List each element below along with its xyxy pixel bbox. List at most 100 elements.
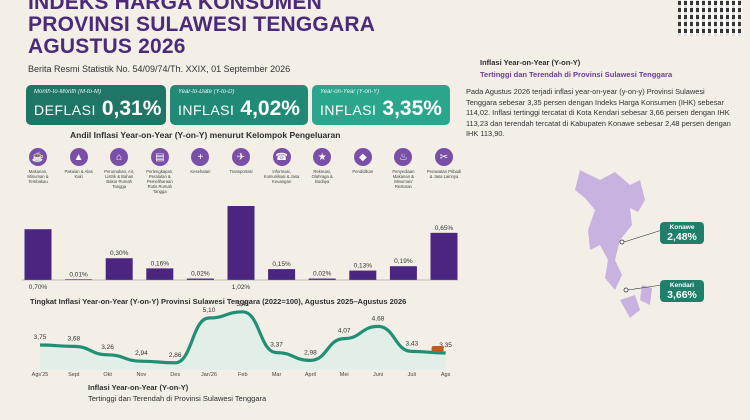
release-number: Berita Resmi Statistik No. 54/09/74/Th. …: [28, 64, 291, 74]
bar: [389, 266, 417, 280]
footer-subtitle: Tertinggi dan Terendah di Provinsi Sulaw…: [88, 394, 267, 403]
bar-label: 0,15%: [272, 261, 291, 268]
food-icon: ☕: [29, 148, 47, 166]
point-label: 3,35: [439, 342, 452, 349]
bar: [105, 258, 133, 280]
point-label: 3,68: [67, 335, 80, 342]
ytd-value: 4,02%: [240, 97, 300, 120]
line-area: [40, 311, 446, 370]
runner-icon: ★: [313, 148, 332, 166]
ytd-kind: INFLASI: [178, 102, 235, 118]
point-label: 5,10: [203, 307, 216, 314]
bar-label: 0,02%: [191, 271, 210, 278]
category-item: ⌂ Perumahan, Air, Listrik & Bahan Bakar R…: [101, 148, 137, 189]
kendari-name: Kendari: [669, 282, 695, 289]
bar-chart-title: Andil Inflasi Year-on-Year (Y-on-Y) menu…: [70, 130, 341, 140]
x-tick-label: Ags: [441, 372, 451, 378]
bar: [268, 269, 296, 280]
category-item: ☕ Makanan, Minuman & Tembakau: [20, 148, 56, 184]
summary-paragraph: Pada Agustus 2026 terjadi inflasi year-o…: [466, 87, 731, 138]
bar-label: 0,02%: [313, 271, 332, 278]
series-line: [39, 310, 446, 365]
point-label: 2,86: [169, 352, 182, 359]
x-tick-label: Mei: [340, 372, 349, 378]
title-line-3: AGUSTUS 2026: [28, 35, 186, 58]
konawe-name: Konawe: [669, 224, 695, 231]
kendari-badge: Kendari 3,66%: [660, 280, 704, 302]
line-chart-title: Tingkat Inflasi Year-on-Year (Y-on-Y) Pr…: [30, 297, 407, 306]
bar-label: 0,30%: [110, 250, 129, 257]
category-label: Pakaian & Alas Kaki: [64, 169, 93, 179]
x-tick-label: Ags'25: [32, 372, 49, 378]
x-tick-label: Feb: [238, 372, 247, 378]
right-panel-title: Inflasi Year-on-Year (Y-on-Y): [480, 58, 581, 67]
category-label: Penyediaan Makanan & Minuman/ Restoran: [392, 169, 415, 189]
bar-label: 0,13%: [354, 263, 373, 270]
category-item: ✈ Transportasi: [223, 148, 259, 174]
x-tick-label: Juni: [373, 372, 383, 378]
bar: [65, 279, 93, 280]
yoy-kind: INFLASI: [320, 102, 377, 118]
point-label: 2,98: [304, 349, 317, 356]
x-tick-label: Des: [170, 372, 180, 378]
point-label: 3,43: [405, 340, 418, 347]
category-label: Kesehatan: [190, 169, 211, 174]
title-line-1: INDEKS HARGA KONSUMEN: [28, 0, 322, 14]
point-label: 3,37: [270, 342, 283, 349]
mtm-value: 0,31%: [101, 97, 162, 120]
page-title: INDEKS HARGA KONSUMEN PROVINSI SULAWESI …: [28, 0, 375, 58]
x-tick-label: April: [305, 372, 316, 378]
ytd-card: Year-to-Date (Y-to-D) INFLASI 4,02%: [170, 85, 308, 125]
x-tick-label: Jan'26: [201, 372, 217, 378]
house-icon: ⌂: [110, 148, 129, 166]
bar-label: 0,65%: [435, 225, 454, 232]
category-item: + Kesehatan: [182, 148, 218, 174]
point-label: 3,75: [34, 334, 47, 341]
bar: [349, 270, 377, 280]
category-label: Informasi, Komunikasi & Jasa Keuangan: [263, 169, 300, 184]
sulawesi-map: [575, 170, 663, 318]
restaurant-icon: ♨: [394, 148, 413, 166]
medical-icon: +: [191, 148, 210, 166]
point-label: 4,07: [338, 328, 351, 335]
shirt-icon: ▲: [69, 148, 88, 166]
qr-code-icon[interactable]: [678, 0, 742, 36]
point-label: 3,26: [101, 344, 114, 351]
category-item: ♨ Penyediaan Makanan & Minuman/ Restoran: [385, 148, 421, 189]
x-tick-label: Sept: [68, 372, 80, 378]
bar-label: 0,01%: [69, 271, 88, 278]
konawe-badge: Konawe 2,48%: [660, 222, 704, 244]
car-icon: [431, 346, 444, 352]
category-item: ☎ Informasi, Komunikasi & Jasa Keuangan: [264, 148, 300, 184]
footer-title: Inflasi Year-on-Year (Y-on-Y): [88, 383, 189, 392]
kendari-callout: Kendari 3,66%: [660, 280, 704, 302]
sofa-icon: ▤: [150, 148, 169, 166]
plane-icon: ✈: [232, 148, 250, 166]
yoy-card: Year-on-Year (Y-on-Y) INFLASI 3,35%: [312, 85, 450, 125]
ytd-label: Year-to-Date (Y-to-D): [178, 89, 235, 95]
category-item: ▤ Perlengkapan, Peralatan & Pemeliharaan …: [142, 148, 178, 194]
bar-label: 1,02%: [232, 284, 251, 291]
bar: [227, 206, 255, 280]
category-label: Transportasi: [229, 169, 253, 174]
category-item: ▲ Pakaian & Alas Kaki: [61, 148, 97, 179]
graduation-icon: ◆: [353, 148, 372, 166]
mtm-card: Month-to-Month (M-to-M) DEFLASI 0,31%: [26, 85, 166, 125]
bar: [430, 232, 458, 280]
kendari-value: 3,66%: [667, 289, 697, 301]
bar-label: 0,16%: [151, 260, 170, 267]
yoy-label: Year-on-Year (Y-on-Y): [320, 89, 380, 95]
category-item: ✂ Perawatan Pribadi & Jasa Lainnya: [426, 148, 462, 179]
bar: [186, 278, 214, 280]
title-line-2: PROVINSI SULAWESI TENGGARA: [28, 13, 376, 36]
konawe-value: 2,48%: [667, 231, 697, 243]
x-tick-label: Mar: [272, 372, 282, 378]
category-label: Pendidikan: [352, 169, 374, 174]
category-label: Makanan, Minuman & Tembakau: [27, 169, 49, 184]
category-label: Perumahan, Air, Listrik & Bahan Bakar Ru…: [104, 169, 135, 189]
bar: [308, 278, 336, 280]
point-label: 4,68: [372, 315, 385, 322]
bar: [146, 268, 174, 280]
point-label: 2,94: [135, 350, 148, 357]
